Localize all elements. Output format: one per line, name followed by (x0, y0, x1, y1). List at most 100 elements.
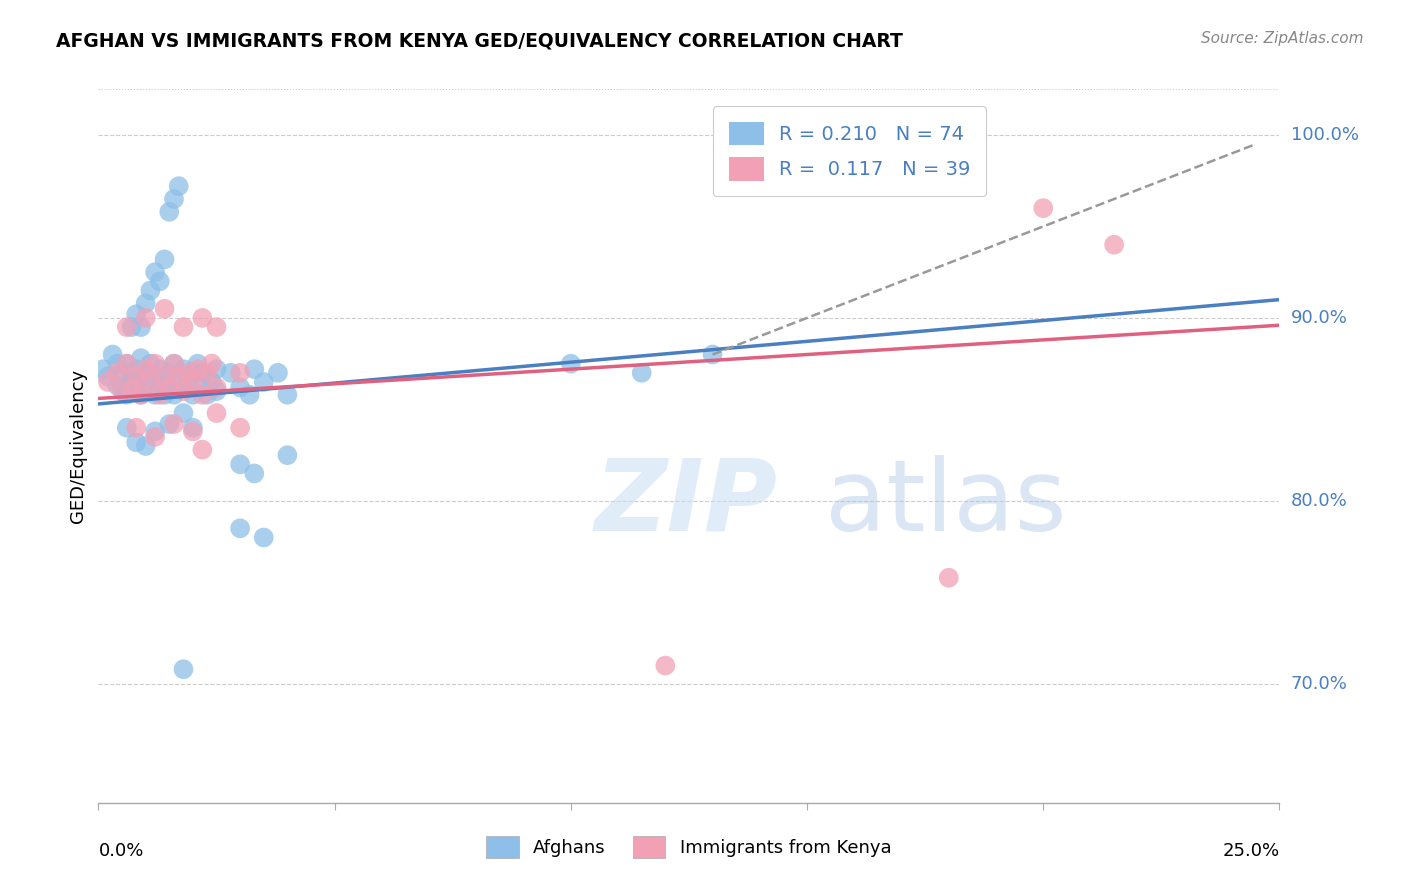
Point (139, 380, 162, 394)
Point (181, 366, 204, 380)
Point (191, 366, 214, 380)
Text: 90.0%: 90.0% (1291, 309, 1347, 326)
Point (177, 375, 200, 389)
Point (125, 420, 148, 434)
Point (153, 252, 176, 267)
Text: 25.0%: 25.0% (1222, 842, 1279, 860)
Point (276, 388, 298, 402)
Point (125, 362, 148, 376)
Point (129, 351, 152, 366)
Point (1032, 201, 1054, 215)
Point (139, 375, 162, 389)
Point (135, 375, 157, 389)
Point (125, 307, 148, 321)
Point (172, 384, 194, 398)
Point (129, 388, 152, 402)
Point (229, 420, 252, 434)
Point (181, 375, 204, 389)
Point (143, 425, 166, 439)
Point (167, 179, 190, 194)
Point (153, 380, 176, 394)
Point (229, 458, 252, 472)
Point (253, 375, 276, 389)
Point (111, 366, 134, 380)
Point (121, 380, 143, 394)
Text: 80.0%: 80.0% (1291, 491, 1347, 510)
Point (201, 357, 224, 371)
Legend: Afghans, Immigrants from Kenya: Afghans, Immigrants from Kenya (479, 829, 898, 865)
Point (121, 375, 143, 389)
Point (149, 362, 172, 376)
Point (187, 362, 209, 376)
Point (157, 417, 180, 431)
Text: 0.0%: 0.0% (98, 842, 143, 860)
Point (243, 467, 266, 481)
Point (702, 347, 724, 361)
Point (191, 388, 214, 402)
Point (239, 388, 262, 402)
Point (157, 204, 180, 219)
Point (143, 265, 166, 279)
Point (191, 380, 214, 394)
Point (143, 357, 166, 371)
Point (163, 357, 186, 371)
Point (560, 357, 582, 371)
Point (181, 420, 204, 434)
Point (105, 357, 128, 371)
Point (153, 388, 176, 402)
Point (111, 384, 134, 398)
Point (181, 425, 204, 439)
Point (143, 430, 166, 444)
Point (172, 380, 194, 394)
Text: 70.0%: 70.0% (1291, 675, 1347, 693)
Point (91, 362, 114, 376)
Point (157, 380, 180, 394)
Point (97, 369, 120, 384)
Point (163, 192, 186, 206)
Point (149, 388, 172, 402)
Point (177, 366, 200, 380)
Point (205, 384, 228, 398)
Point (125, 369, 148, 384)
Point (125, 435, 148, 450)
Point (149, 274, 172, 288)
Point (205, 380, 228, 394)
Point (129, 320, 152, 334)
Point (149, 375, 172, 389)
Point (201, 375, 224, 389)
Point (115, 420, 138, 434)
Point (172, 662, 194, 676)
Point (121, 320, 143, 334)
Point (195, 388, 218, 402)
Point (115, 357, 138, 371)
Point (187, 357, 209, 371)
Point (115, 320, 138, 334)
Point (229, 380, 252, 394)
Point (167, 369, 190, 384)
Point (167, 369, 190, 384)
Text: Source: ZipAtlas.com: Source: ZipAtlas.com (1201, 31, 1364, 46)
Point (276, 448, 298, 462)
Point (229, 366, 252, 380)
Point (97, 375, 120, 389)
Point (205, 320, 228, 334)
Point (157, 380, 180, 394)
Point (243, 362, 266, 376)
Point (153, 301, 176, 316)
Point (157, 366, 180, 380)
Point (129, 388, 152, 402)
Point (172, 320, 194, 334)
Point (191, 442, 214, 457)
Text: atlas: atlas (825, 455, 1066, 551)
Point (135, 296, 157, 310)
Text: AFGHAN VS IMMIGRANTS FROM KENYA GED/EQUIVALENCY CORRELATION CHART: AFGHAN VS IMMIGRANTS FROM KENYA GED/EQUI… (56, 31, 903, 50)
Point (135, 362, 157, 376)
Point (229, 521, 252, 535)
Text: ZIP: ZIP (595, 455, 778, 551)
Point (135, 366, 157, 380)
Text: 100.0%: 100.0% (1291, 126, 1358, 144)
Point (630, 366, 652, 380)
Point (654, 658, 676, 673)
Point (253, 531, 276, 545)
Point (125, 380, 148, 394)
